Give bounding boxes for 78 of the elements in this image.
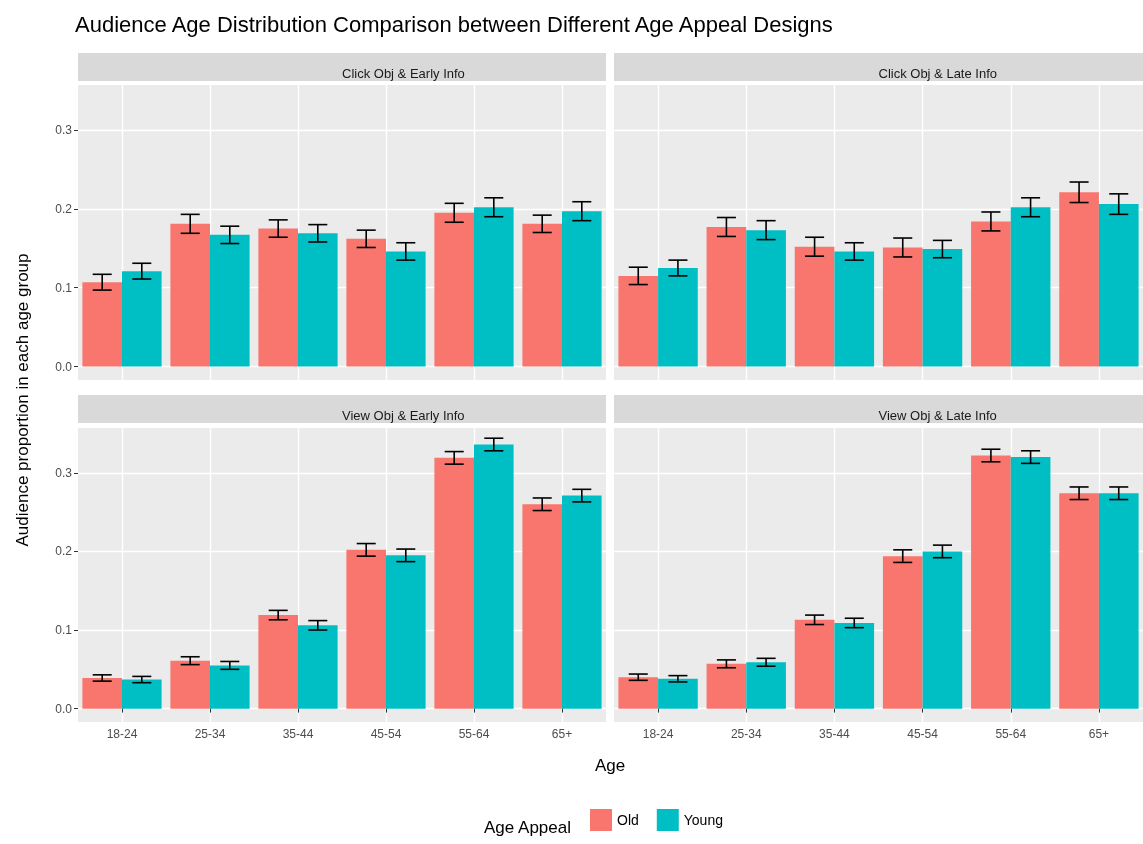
bar: [210, 234, 250, 367]
bar: [82, 677, 122, 709]
bar: [971, 221, 1011, 367]
x-tick-label: 55-64: [995, 727, 1027, 741]
bar: [386, 251, 426, 367]
bar: [922, 249, 963, 367]
bar: [562, 211, 602, 367]
x-tick-label: 65+: [1088, 727, 1110, 741]
bar: [122, 679, 162, 709]
bar: [834, 251, 875, 367]
y-tick-label: 0.3: [55, 465, 73, 480]
bar: [922, 551, 963, 709]
y-tick-label: 0.1: [55, 623, 73, 638]
bar: [1098, 204, 1139, 367]
bar: [522, 504, 562, 709]
bar: [434, 212, 474, 367]
bar: [746, 662, 786, 709]
bar: [386, 555, 426, 709]
bar: [618, 677, 659, 709]
x-tick-label: 45-54: [370, 727, 402, 741]
x-tick-label: 35-44: [819, 727, 851, 741]
bar: [746, 230, 786, 367]
bar: [298, 233, 338, 367]
bar: [122, 271, 162, 367]
bar: [1098, 493, 1139, 709]
x-tick-label: 65+: [551, 727, 573, 741]
bar: [1059, 192, 1099, 367]
chart-subtitle: Click Obj & Late Info: [878, 66, 997, 81]
bar: [706, 663, 747, 709]
bar: [210, 665, 250, 709]
bar: [882, 247, 923, 367]
bar: [658, 267, 698, 367]
x-tick-label: 25-34: [730, 727, 762, 741]
y-tick-label: 0.1: [55, 280, 73, 295]
bar: [474, 207, 514, 367]
legend-title: Age Appeal: [484, 817, 571, 837]
bar: [658, 678, 698, 709]
bar: [82, 282, 122, 367]
bar: [794, 246, 835, 367]
x-tick-label: 25-34: [194, 727, 226, 741]
bar: [562, 495, 602, 709]
bar: [170, 223, 210, 367]
y-tick-label: 0.2: [55, 544, 73, 559]
y-tick-label: 0.2: [55, 201, 73, 216]
bar: [1059, 493, 1099, 709]
y-tick-label: 0.0: [55, 359, 73, 374]
bar: [522, 223, 562, 367]
bar: [346, 549, 386, 709]
chart-title: Audience Age Distribution Comparison between Different Age Appeal Designs: [75, 11, 833, 37]
x-tick-label: 18-24: [106, 727, 138, 741]
x-axis-title: Age: [594, 755, 626, 775]
bar: [794, 619, 835, 709]
y-axis-title: Audience proportion in each age group: [12, 253, 32, 547]
bar: [834, 622, 875, 709]
bar: [346, 238, 386, 367]
chart-subtitle: Click Obj & Early Info: [341, 66, 465, 81]
bar: [258, 228, 298, 367]
bar: [706, 226, 747, 367]
bar: [298, 625, 338, 709]
chart-subtitle: View Obj & Early Info: [342, 408, 465, 423]
bar: [1010, 457, 1051, 709]
chart-subtitle: View Obj & Late Info: [878, 408, 997, 423]
x-tick-label: 35-44: [282, 727, 314, 741]
legend-label: Old: [617, 812, 639, 828]
y-tick-label: 0.0: [55, 701, 73, 716]
y-tick-label: 0.3: [55, 122, 73, 137]
bar: [170, 660, 210, 709]
x-tick-label: 45-54: [907, 727, 939, 741]
bar: [474, 444, 514, 709]
x-tick-label: 55-64: [458, 727, 490, 741]
bar: [434, 457, 474, 709]
bar: [971, 455, 1011, 709]
bar: [882, 556, 923, 709]
bar: [1010, 207, 1051, 367]
bar: [258, 615, 298, 709]
x-tick-label: 18-24: [642, 727, 674, 741]
bar: [618, 275, 659, 367]
legend-label: Young: [683, 812, 723, 828]
